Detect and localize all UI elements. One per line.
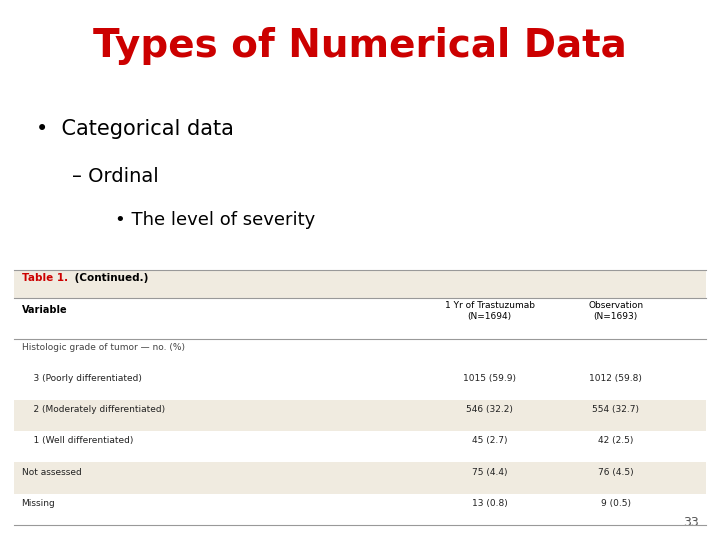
FancyBboxPatch shape	[14, 298, 706, 339]
Text: 2 (Moderately differentiated): 2 (Moderately differentiated)	[22, 405, 165, 414]
Text: Missing: Missing	[22, 499, 55, 508]
FancyBboxPatch shape	[14, 270, 706, 298]
Text: Types of Numerical Data: Types of Numerical Data	[93, 27, 627, 65]
Text: Not assessed: Not assessed	[22, 468, 81, 477]
Text: 554 (32.7): 554 (32.7)	[592, 405, 639, 414]
Text: 1 Yr of Trastuzumab
(N=1694): 1 Yr of Trastuzumab (N=1694)	[445, 301, 534, 321]
Text: Table 1.: Table 1.	[22, 273, 68, 284]
FancyBboxPatch shape	[14, 339, 706, 368]
Text: 546 (32.2): 546 (32.2)	[466, 405, 513, 414]
Text: 1 (Well differentiated): 1 (Well differentiated)	[22, 436, 133, 446]
Text: Variable: Variable	[22, 305, 67, 315]
Text: 1012 (59.8): 1012 (59.8)	[589, 374, 642, 383]
Text: 9 (0.5): 9 (0.5)	[600, 499, 631, 508]
Text: 33: 33	[683, 516, 698, 529]
FancyBboxPatch shape	[14, 462, 706, 494]
FancyBboxPatch shape	[14, 400, 706, 431]
Text: 76 (4.5): 76 (4.5)	[598, 468, 634, 477]
Text: Histologic grade of tumor — no. (%): Histologic grade of tumor — no. (%)	[22, 343, 184, 352]
Text: 42 (2.5): 42 (2.5)	[598, 436, 634, 446]
Text: Observation
(N=1693): Observation (N=1693)	[588, 301, 643, 321]
Text: •  Categorical data: • Categorical data	[36, 119, 234, 139]
Text: (Continued.): (Continued.)	[71, 273, 148, 284]
Text: 45 (2.7): 45 (2.7)	[472, 436, 508, 446]
Text: 3 (Poorly differentiated): 3 (Poorly differentiated)	[22, 374, 141, 383]
Text: – Ordinal: – Ordinal	[72, 167, 158, 186]
Text: • The level of severity: • The level of severity	[115, 211, 315, 228]
Text: 75 (4.4): 75 (4.4)	[472, 468, 508, 477]
Text: 13 (0.8): 13 (0.8)	[472, 499, 508, 508]
FancyBboxPatch shape	[14, 431, 706, 462]
Text: 1015 (59.9): 1015 (59.9)	[463, 374, 516, 383]
FancyBboxPatch shape	[14, 494, 706, 525]
FancyBboxPatch shape	[14, 368, 706, 400]
